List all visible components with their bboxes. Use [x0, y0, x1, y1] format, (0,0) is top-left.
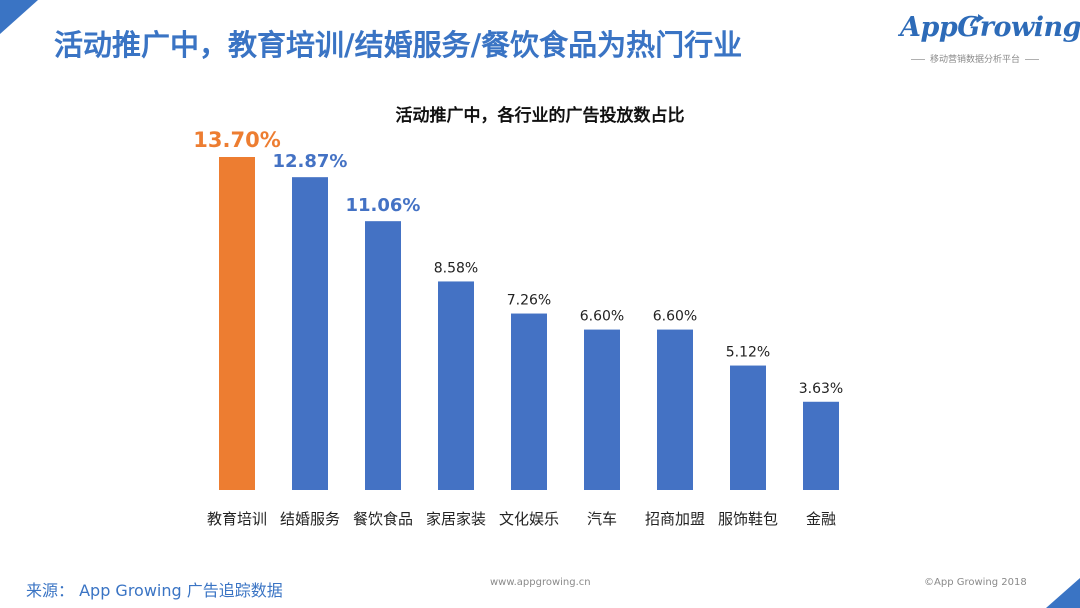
bar-9 [803, 401, 839, 490]
logo-wordmark: AppGrowing [900, 12, 1080, 43]
category-label-1: 教育培训 [207, 510, 267, 528]
bar-3 [365, 221, 401, 490]
data-label-3: 11.06% [346, 195, 421, 216]
bar-1 [219, 157, 255, 490]
bar-8 [730, 365, 766, 490]
data-label-7: 6.60% [653, 309, 697, 325]
data-label-8: 5.12% [726, 345, 770, 361]
bar-2 [292, 177, 328, 491]
bar-4 [438, 281, 474, 490]
data-label-1: 13.70% [193, 128, 280, 152]
app-growing-logo: AppGrowing 移动营销数据分析平台 [900, 12, 1080, 68]
bar-5 [511, 313, 547, 490]
corner-decoration-bottom-right [1046, 578, 1080, 608]
footer-source: 来源： App Growing 广告追踪数据 [26, 581, 283, 600]
data-label-6: 6.60% [580, 309, 624, 325]
category-label-8: 服饰鞋包 [718, 510, 778, 528]
bar-7 [657, 329, 693, 490]
page-title: 活动推广中，教育培训/结婚服务/餐饮食品为热门行业 [54, 28, 743, 62]
corner-decoration-top-left [0, 0, 38, 34]
growth-arrow-icon [969, 14, 984, 27]
data-label-9: 3.63% [799, 381, 843, 397]
category-label-6: 汽车 [587, 510, 617, 528]
category-label-7: 招商加盟 [645, 510, 705, 528]
logo-tagline: 移动营销数据分析平台 [900, 52, 1050, 65]
data-label-4: 8.58% [434, 260, 478, 276]
chart-title: 活动推广中，各行业的广告投放数占比 [396, 105, 685, 126]
category-label-2: 结婚服务 [280, 510, 340, 528]
category-label-9: 金融 [806, 510, 836, 528]
category-label-3: 餐饮食品 [353, 510, 413, 528]
data-label-5: 7.26% [507, 293, 551, 309]
footer-copyright: ©App Growing 2018 [924, 577, 1027, 588]
footer-url: www.appgrowing.cn [490, 577, 591, 588]
category-label-5: 文化娱乐 [499, 510, 559, 528]
data-label-2: 12.87% [273, 151, 348, 172]
category-label-4: 家居家装 [426, 510, 486, 528]
bar-6 [584, 329, 620, 490]
